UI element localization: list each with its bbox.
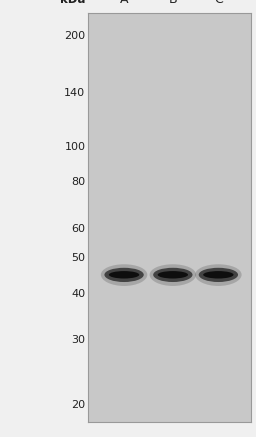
Text: A: A — [120, 0, 128, 6]
Text: 20: 20 — [71, 400, 85, 410]
Ellipse shape — [109, 271, 139, 278]
Ellipse shape — [101, 264, 147, 286]
Ellipse shape — [104, 268, 144, 282]
Ellipse shape — [195, 264, 242, 286]
Text: 80: 80 — [71, 177, 85, 187]
Text: C: C — [214, 0, 223, 6]
Text: 140: 140 — [64, 88, 85, 98]
Text: 60: 60 — [71, 224, 85, 234]
Text: 40: 40 — [71, 289, 85, 298]
Text: kDa: kDa — [60, 0, 85, 6]
Text: 100: 100 — [64, 142, 85, 152]
Text: 200: 200 — [64, 31, 85, 41]
Ellipse shape — [153, 268, 193, 282]
Text: B: B — [168, 0, 177, 6]
Ellipse shape — [158, 271, 188, 278]
Ellipse shape — [199, 268, 238, 282]
Ellipse shape — [203, 271, 233, 278]
Text: 30: 30 — [71, 335, 85, 345]
Ellipse shape — [150, 264, 196, 286]
Text: 50: 50 — [71, 253, 85, 263]
